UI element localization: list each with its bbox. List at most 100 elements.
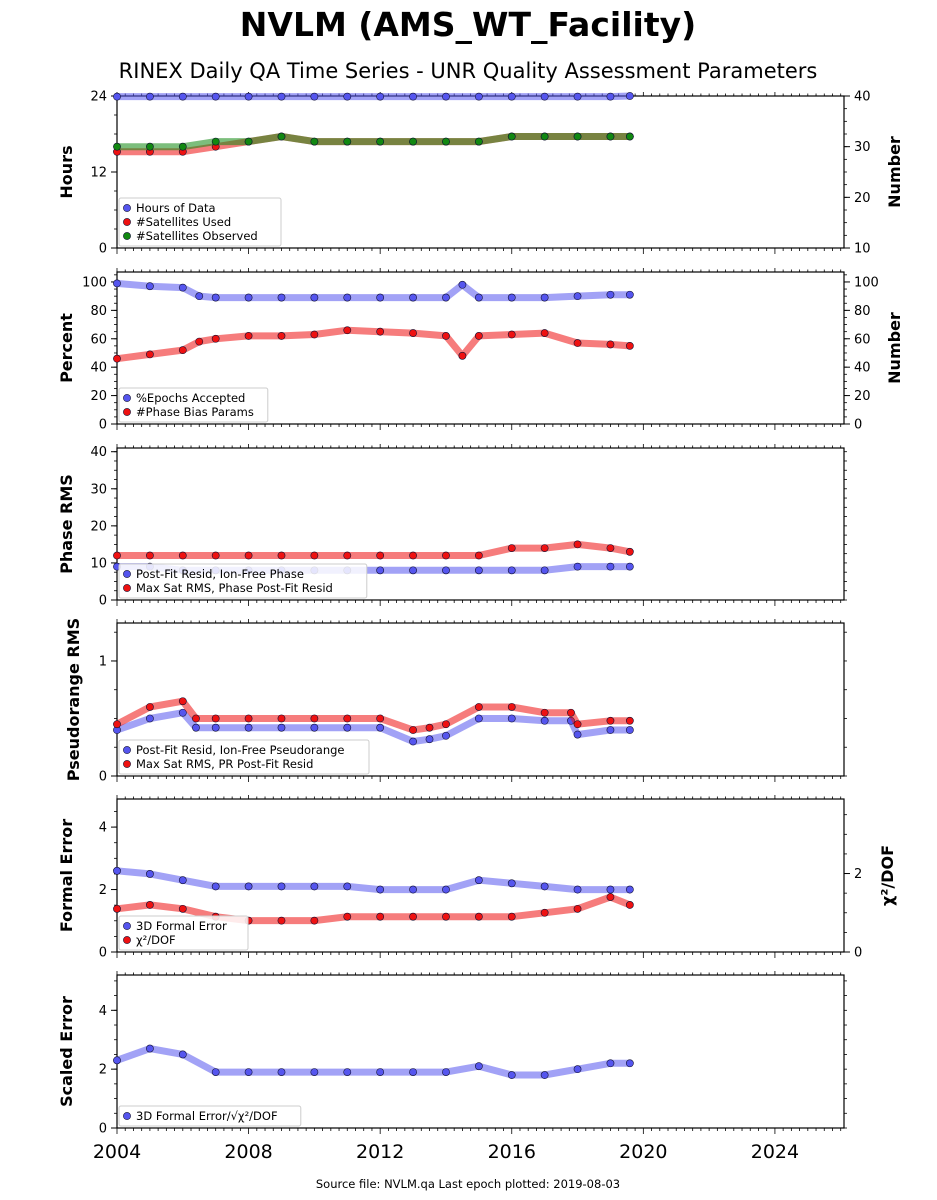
data-point	[409, 329, 417, 337]
data-point	[540, 566, 549, 575]
legend-marker	[123, 584, 131, 592]
data-point	[310, 916, 319, 925]
data-point	[244, 92, 253, 101]
legend-label: Max Sat RMS, Phase Post-Fit Resid	[136, 581, 333, 595]
data-point	[458, 351, 467, 360]
y-tick-label: 20	[90, 389, 107, 404]
y-axis-label: Formal Error	[57, 819, 76, 932]
legend-marker	[123, 922, 131, 930]
data-point	[442, 137, 450, 146]
data-point	[625, 726, 634, 734]
data-point	[409, 293, 417, 302]
data-point	[540, 329, 549, 337]
data-point	[244, 882, 253, 891]
series-band	[113, 133, 634, 151]
data-point	[606, 290, 615, 299]
y-right-tick-label: 0	[854, 946, 862, 961]
data-point	[113, 142, 121, 151]
y-tick-label: 1	[99, 654, 107, 669]
data-point	[343, 723, 352, 732]
data-point	[376, 293, 385, 302]
y-right-tick-label: 20	[854, 389, 871, 404]
y-right-tick-label: 10	[854, 242, 871, 257]
data-point	[310, 137, 319, 146]
data-point	[442, 332, 450, 340]
y-tick-label: 60	[90, 332, 107, 347]
data-point	[573, 885, 582, 894]
data-point	[409, 737, 417, 746]
data-point	[573, 292, 582, 301]
data-point	[474, 92, 483, 101]
data-point	[573, 1065, 582, 1074]
data-point	[310, 551, 319, 560]
data-point	[540, 708, 549, 717]
data-point	[573, 904, 582, 913]
y-tick-label: 0	[99, 946, 107, 961]
data-point	[113, 551, 121, 560]
legend-marker	[123, 936, 131, 944]
series-red	[113, 697, 634, 734]
data-point	[376, 566, 385, 575]
legend-marker	[123, 232, 131, 240]
data-point	[244, 714, 253, 723]
y-tick-label: 40	[90, 445, 107, 460]
y-right-tick-label: 100	[854, 275, 879, 290]
data-point	[113, 92, 121, 101]
data-point	[442, 551, 450, 560]
data-point	[625, 132, 634, 141]
figure-footer: Source file: NVLM.qa Last epoch plotted:…	[316, 1177, 620, 1191]
data-point	[442, 912, 450, 921]
data-point	[606, 893, 615, 901]
data-point	[567, 708, 575, 717]
y-axis-label: Pseudorange RMS	[64, 618, 83, 781]
data-point	[409, 92, 417, 101]
data-point	[178, 1050, 187, 1059]
data-point	[277, 916, 286, 925]
data-point	[376, 1068, 385, 1076]
plot-frame	[116, 974, 845, 1129]
data-point	[625, 562, 634, 571]
data-point	[192, 714, 200, 723]
data-point	[145, 1044, 154, 1053]
data-point	[442, 293, 450, 302]
y-right-tick-label: 40	[854, 90, 871, 105]
data-point	[606, 544, 615, 552]
x-tick-label: 2012	[356, 1141, 404, 1163]
y-tick-label: 100	[82, 275, 107, 290]
y-axis-label: Hours	[57, 145, 76, 198]
data-point	[113, 720, 121, 729]
y-right-tick-label: 2	[854, 867, 862, 882]
data-point	[178, 283, 187, 292]
series-band	[113, 279, 634, 302]
legend-label: 3D Formal Error/√χ²/DOF	[136, 1109, 278, 1123]
data-point	[425, 723, 434, 732]
series-blue	[113, 1044, 634, 1079]
legend-box	[118, 1105, 302, 1127]
data-point	[540, 882, 549, 891]
legend: %Epochs Accepted#Phase Bias Params	[118, 387, 269, 423]
y-axis-label: Scaled Error	[57, 996, 76, 1107]
legend-marker	[123, 394, 131, 402]
data-point	[507, 293, 516, 302]
data-point	[376, 714, 385, 723]
series-blue	[113, 866, 634, 894]
series-green	[113, 132, 634, 151]
data-point	[310, 1068, 319, 1076]
data-point	[409, 566, 417, 575]
data-point	[474, 551, 483, 560]
data-point	[606, 340, 615, 349]
data-point	[113, 279, 121, 288]
legend-label: %Epochs Accepted	[136, 391, 245, 405]
legend-marker	[123, 408, 131, 416]
data-point	[178, 876, 187, 885]
data-point	[442, 566, 450, 575]
data-point	[343, 92, 352, 101]
data-point	[540, 716, 549, 725]
legend-label: #Phase Bias Params	[136, 405, 254, 419]
data-point	[474, 566, 483, 575]
figure-title: NVLM (AMS_WT_Facility)	[240, 5, 696, 44]
data-point	[277, 92, 286, 101]
data-point	[145, 714, 154, 723]
data-point	[507, 714, 516, 723]
